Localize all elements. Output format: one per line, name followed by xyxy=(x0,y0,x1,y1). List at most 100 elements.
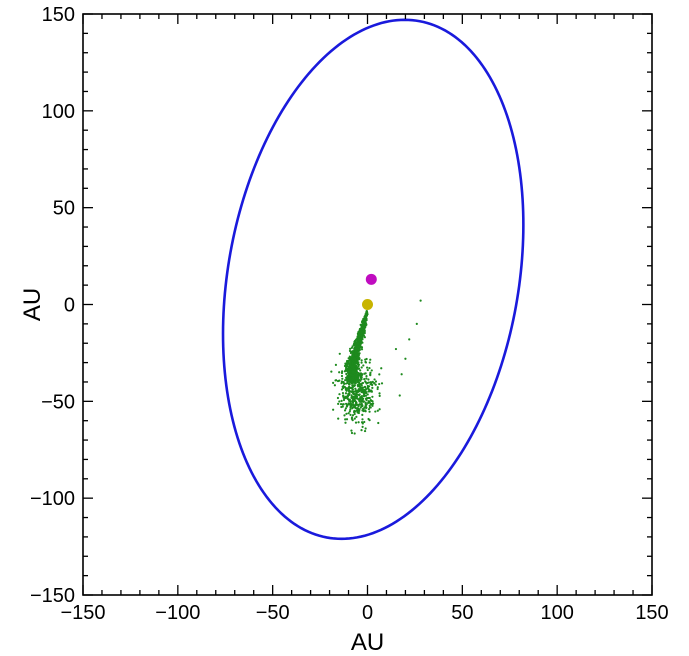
cloud-point xyxy=(346,404,349,407)
cloud-point xyxy=(354,421,358,424)
cloud-point xyxy=(369,371,372,374)
cloud-point xyxy=(338,400,341,403)
cloud-point xyxy=(400,373,403,376)
cloud-point xyxy=(369,403,373,406)
cloud-point xyxy=(352,371,356,374)
cloud-point xyxy=(350,365,353,369)
cloud-point xyxy=(350,350,353,353)
cloud-point xyxy=(363,316,366,319)
cloud-point xyxy=(365,403,368,406)
cloud-point xyxy=(343,382,346,385)
cloud-point xyxy=(362,391,365,394)
cloud-point xyxy=(347,388,350,391)
cloud-point xyxy=(348,392,351,395)
cloud-point xyxy=(357,411,360,415)
y-tick-label: 100 xyxy=(42,101,75,123)
cloud-point xyxy=(352,376,355,379)
cloud-point xyxy=(357,374,360,377)
cloud-point xyxy=(355,375,358,378)
cloud-point xyxy=(365,406,368,409)
cloud-point xyxy=(351,381,354,384)
cloud-point xyxy=(358,340,361,343)
cloud-point xyxy=(346,359,349,363)
cloud-point xyxy=(353,373,356,376)
cloud-point xyxy=(351,350,355,353)
cloud-point xyxy=(376,386,379,389)
cloud-point xyxy=(354,407,358,410)
cloud-point xyxy=(363,385,367,388)
cloud-point xyxy=(344,421,347,424)
y-tick-label: −150 xyxy=(30,585,75,607)
cloud-point xyxy=(358,400,361,403)
cloud-point xyxy=(355,415,358,418)
cloud-point xyxy=(348,410,351,413)
cloud-point xyxy=(353,412,356,416)
orbit-ellipse xyxy=(221,18,525,541)
cloud-point xyxy=(398,394,401,397)
cloud-point xyxy=(351,414,355,417)
cloud-point xyxy=(366,387,370,390)
cloud-point xyxy=(356,342,360,345)
cloud-point xyxy=(351,345,354,348)
cloud-point xyxy=(361,422,364,425)
cloud-point xyxy=(342,398,346,402)
cloud-point xyxy=(369,406,372,409)
cloud-point xyxy=(345,412,348,415)
cloud-point xyxy=(368,366,371,370)
cloud-point xyxy=(348,385,351,388)
cloud-point xyxy=(361,386,365,389)
cloud-point xyxy=(341,403,344,406)
cloud-point xyxy=(348,376,351,380)
cloud-point xyxy=(343,385,347,389)
cloud-point xyxy=(369,399,372,402)
cloud-point xyxy=(360,377,363,381)
cloud-point xyxy=(376,387,379,391)
cloud-point xyxy=(343,364,347,368)
cloud-point xyxy=(362,409,365,413)
cloud-point xyxy=(358,379,362,382)
y-tick-label: −100 xyxy=(30,488,75,510)
cloud-point xyxy=(367,381,370,384)
y-tick-label: 0 xyxy=(64,295,75,317)
cloud-point xyxy=(360,373,364,377)
cloud-point xyxy=(352,384,355,387)
cloud-point xyxy=(371,400,374,403)
cloud-point xyxy=(364,361,368,364)
cloud-point xyxy=(345,372,348,376)
x-tick-label: 150 xyxy=(635,602,668,624)
cloud-point xyxy=(344,407,347,410)
cloud-point xyxy=(378,373,381,376)
cloud-point xyxy=(346,379,349,383)
cloud-point xyxy=(404,357,407,360)
cloud-point xyxy=(362,408,365,411)
cloud-point xyxy=(354,345,357,348)
cloud-point xyxy=(368,400,371,404)
y-axis-title: AU xyxy=(19,288,46,321)
cloud-point xyxy=(333,384,336,387)
cloud-point xyxy=(371,383,374,387)
cloud-point xyxy=(364,372,367,375)
cloud-point xyxy=(355,379,358,382)
cloud-point xyxy=(347,374,350,377)
cloud-point xyxy=(357,381,360,384)
cloud-point xyxy=(349,381,352,384)
cloud-point xyxy=(351,386,354,389)
cloud-point xyxy=(356,356,359,359)
cloud-point xyxy=(342,380,345,384)
cloud-point xyxy=(366,368,369,372)
cloud-point xyxy=(361,413,364,417)
cloud-point xyxy=(365,377,368,380)
cloud-point xyxy=(364,409,367,412)
cloud-point xyxy=(360,361,363,364)
cloud-point xyxy=(341,377,344,380)
cloud-point xyxy=(359,406,362,409)
cloud-point xyxy=(347,372,350,375)
cloud-point xyxy=(371,404,374,407)
cloud-point xyxy=(359,369,362,372)
cloud-point xyxy=(360,328,364,331)
cloud-point xyxy=(344,366,348,370)
cloud-point xyxy=(342,395,345,398)
cloud-point xyxy=(357,408,360,411)
cloud-point xyxy=(353,379,356,382)
cloud-point xyxy=(352,405,356,408)
